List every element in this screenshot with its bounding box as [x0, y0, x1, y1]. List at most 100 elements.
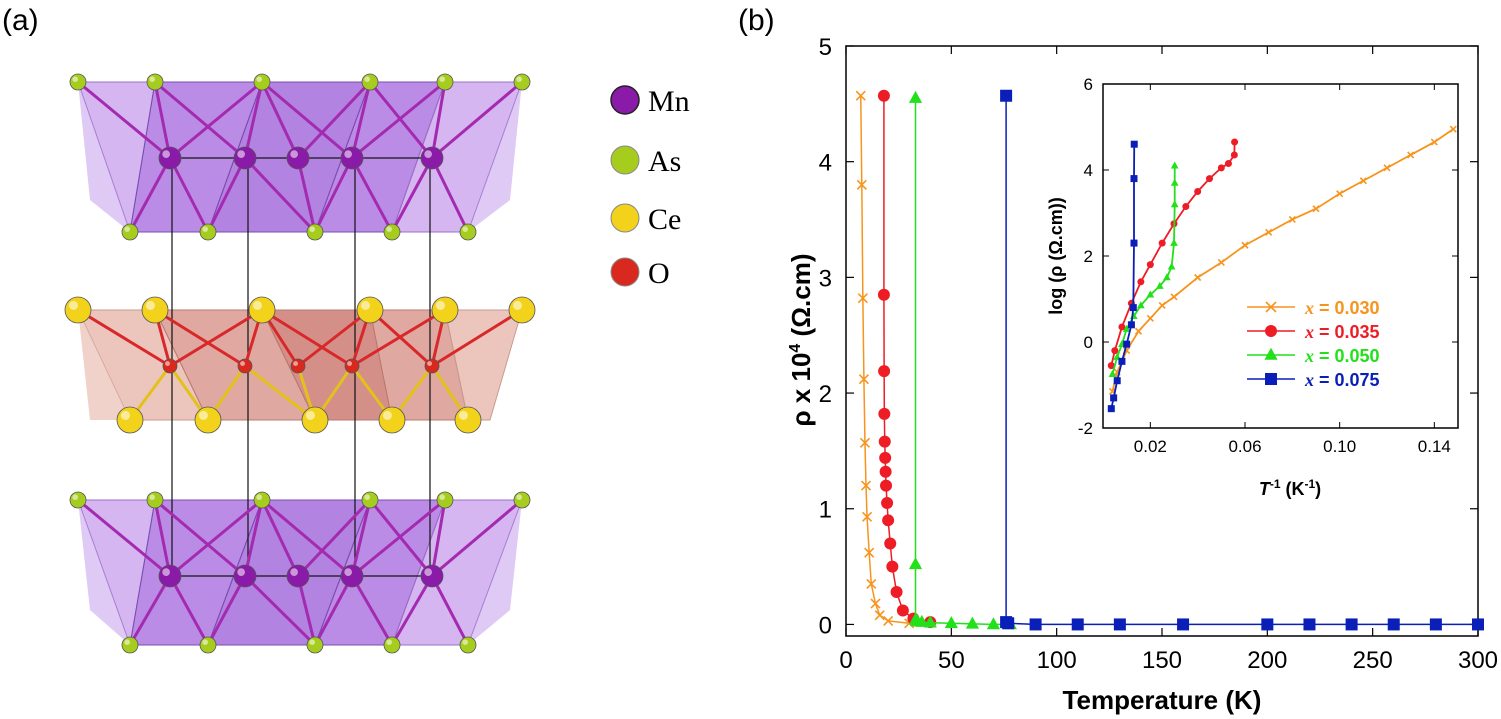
- data-point: [965, 616, 979, 629]
- inset-x-axis-label: T-1 (K-1): [1259, 477, 1321, 499]
- bond: [431, 498, 523, 578]
- data-point: [877, 288, 890, 301]
- main-y-label-main: ρ x 10: [786, 353, 816, 427]
- main-series-3: [1000, 89, 1484, 631]
- o-atom: [290, 358, 306, 374]
- main-ticks: 0 50 100 150 200 250 300 0 1 2 3 4 5: [819, 34, 1498, 674]
- bond: [350, 499, 372, 577]
- mn-atom: [286, 564, 310, 588]
- y-tick-label: 0: [819, 612, 832, 639]
- inset-data-point: [1158, 239, 1166, 247]
- bond: [153, 81, 172, 159]
- inset-data-point: [1383, 164, 1391, 172]
- as-atom: [436, 491, 454, 509]
- bond: [154, 498, 246, 578]
- data-point: [908, 90, 923, 103]
- bond: [390, 157, 434, 233]
- inset-legend: x = 0.030 x = 0.035 x = 0.050 x = 0.075: [1247, 298, 1380, 390]
- inset-x-label-units-sup: -1: [1305, 477, 1316, 491]
- bond: [261, 498, 353, 578]
- mn-atom: [158, 146, 182, 170]
- y-tick-label: 1: [819, 497, 832, 524]
- inset-data-point: [1170, 178, 1179, 186]
- x-tick-label: 250: [1353, 647, 1393, 674]
- data-point: [859, 437, 871, 448]
- bond: [297, 308, 371, 368]
- panel-a-label: (a): [2, 4, 39, 37]
- mn-swatch: [610, 85, 640, 115]
- inset-data-point: [1146, 290, 1155, 298]
- inset-data-point: [1113, 377, 1121, 385]
- inset-x-label-units: (K: [1281, 479, 1305, 499]
- data-point: [890, 586, 903, 599]
- bond: [313, 157, 354, 233]
- data-point: [856, 179, 867, 190]
- inset-data-point: [1130, 239, 1138, 247]
- x-tick-label: 200: [1247, 647, 1287, 674]
- inset-series-line: [1110, 144, 1136, 409]
- x-tick-label: 0: [839, 647, 852, 674]
- data-point: [882, 514, 895, 527]
- x-tick-label: 150: [1142, 647, 1182, 674]
- inset-data-point: [1158, 301, 1166, 310]
- bond: [243, 499, 264, 577]
- panel-b-label: (b): [738, 4, 775, 37]
- y-tick-label: 2: [819, 381, 832, 408]
- inset-data-point: [1110, 394, 1118, 402]
- inset-legend-item-0: x = 0.030: [1247, 298, 1380, 318]
- ce-atom: [194, 406, 222, 434]
- data-point: [1429, 618, 1442, 631]
- inset-x-tick-label: 0.10: [1323, 437, 1356, 456]
- ce-atom: [431, 296, 459, 324]
- legend-label: x = 0.030: [1304, 298, 1380, 318]
- ce-atom: [508, 296, 536, 324]
- as-atom: [69, 73, 87, 91]
- inset-x-tick-label: 0.14: [1418, 437, 1451, 456]
- data-point: [855, 90, 866, 101]
- inset-data-point: [1217, 164, 1225, 172]
- data-point: [862, 511, 873, 522]
- bond: [77, 80, 171, 160]
- data-point: [864, 547, 875, 558]
- inset-data-point: [1231, 138, 1239, 146]
- data-point: [1303, 618, 1316, 631]
- inset-y-tick-label: 6: [1084, 75, 1093, 94]
- bond: [313, 575, 354, 646]
- inset-data-point: [1134, 327, 1143, 335]
- bond: [296, 80, 372, 160]
- o-atom: [344, 358, 360, 374]
- x-tick-label: 300: [1458, 647, 1498, 674]
- inset-data-point: [1265, 228, 1273, 236]
- y-tick-label: 5: [819, 34, 832, 61]
- inset-data-point: [1217, 258, 1225, 267]
- bond: [128, 157, 172, 233]
- as-atom: [253, 491, 271, 509]
- bond: [368, 499, 434, 577]
- bond: [351, 498, 446, 578]
- inset-data-point: [1170, 293, 1178, 301]
- data-point: [884, 537, 897, 550]
- as-atom: [306, 223, 324, 241]
- legend-label: x = 0.035: [1304, 322, 1380, 342]
- as-atom: [199, 636, 217, 654]
- ce-atom: [356, 296, 384, 324]
- data-point: [896, 604, 909, 617]
- as-atom: [69, 491, 87, 509]
- as-atom: [121, 223, 139, 241]
- bond: [243, 574, 317, 647]
- data-point: [1029, 618, 1042, 631]
- bond: [431, 308, 523, 368]
- main-x-axis-label: Temperature (K): [1063, 685, 1262, 715]
- bond: [351, 80, 446, 160]
- bond: [77, 498, 171, 578]
- bond: [350, 157, 394, 233]
- o-label: O: [648, 257, 670, 290]
- inset-y-tick-label: 2: [1084, 247, 1093, 266]
- as-atom: [361, 491, 379, 509]
- mn-atom: [286, 146, 310, 170]
- ce-atom: [141, 296, 169, 324]
- bond: [260, 81, 300, 159]
- as-atom: [383, 223, 401, 241]
- data-point: [1472, 618, 1484, 631]
- y-tick-label: 4: [819, 150, 832, 177]
